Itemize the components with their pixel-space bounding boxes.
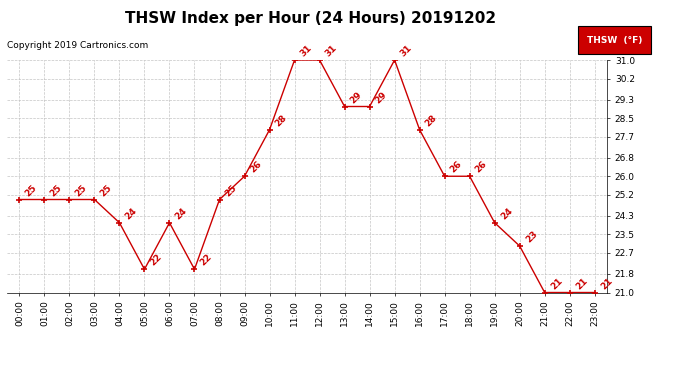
Text: 25: 25 [224, 183, 239, 198]
Text: 31: 31 [324, 44, 339, 58]
Text: 26: 26 [474, 160, 489, 175]
Text: THSW Index per Hour (24 Hours) 20191202: THSW Index per Hour (24 Hours) 20191202 [125, 11, 496, 26]
Text: 21: 21 [574, 276, 589, 291]
Text: 24: 24 [174, 206, 189, 221]
Text: 25: 25 [23, 183, 39, 198]
Text: 28: 28 [424, 113, 439, 128]
Text: 29: 29 [374, 90, 389, 105]
Text: THSW  (°F): THSW (°F) [586, 36, 642, 45]
Text: 22: 22 [148, 253, 164, 268]
Text: 24: 24 [124, 206, 139, 221]
Text: 28: 28 [274, 113, 289, 128]
Text: 26: 26 [448, 160, 464, 175]
Text: 25: 25 [74, 183, 89, 198]
Text: 26: 26 [248, 160, 264, 175]
Text: 29: 29 [348, 90, 364, 105]
Text: 31: 31 [399, 44, 414, 58]
Text: 31: 31 [299, 44, 314, 58]
Text: 22: 22 [199, 253, 214, 268]
Text: 21: 21 [549, 276, 564, 291]
Text: 25: 25 [99, 183, 114, 198]
Text: Copyright 2019 Cartronics.com: Copyright 2019 Cartronics.com [7, 41, 148, 50]
Text: 23: 23 [524, 230, 539, 244]
Text: 21: 21 [599, 276, 614, 291]
Text: 24: 24 [499, 206, 514, 221]
Text: 25: 25 [48, 183, 63, 198]
